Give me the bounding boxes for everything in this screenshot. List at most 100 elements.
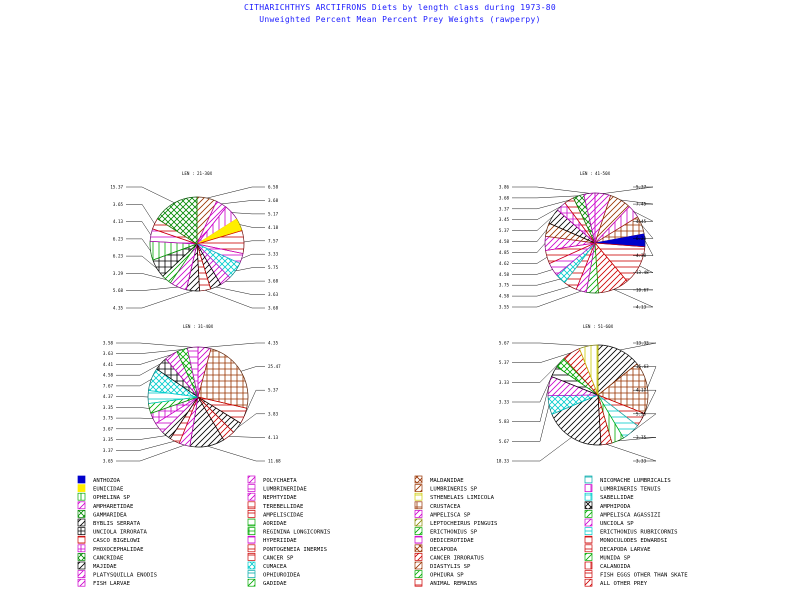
leader-line [512, 269, 553, 275]
leader-line [116, 349, 183, 354]
pie-chart-1: LEN : 21-30X 6.58 3.68 5.17 4.18 7.57 3.33 5.75… [110, 171, 278, 311]
legend-swatch [584, 510, 593, 518]
leader-line [243, 240, 265, 243]
leader-line [240, 366, 265, 372]
legend-label: LEPTOCHEIRUS PINGUIS [430, 521, 497, 527]
legend-label: ERICTHONIUS RUBRICORNIS [600, 530, 677, 536]
legend-swatch [247, 527, 256, 535]
data-label: 3.68 [268, 306, 279, 311]
data-label: 13.48 [636, 270, 649, 275]
data-label: 5.68 [113, 288, 124, 293]
leader-line [116, 427, 159, 430]
legend-swatch [414, 527, 423, 535]
legend-swatch [584, 492, 593, 501]
data-label: 25.47 [268, 364, 281, 369]
legend-label: SABELLIDAE [600, 495, 634, 501]
legend-swatch [77, 570, 86, 578]
data-label: 6.23 [636, 236, 647, 241]
legend-entry: ANIMAL REMAINS [414, 578, 477, 587]
data-label: 3.33 [268, 252, 279, 257]
leader-line [512, 405, 550, 442]
data-label: 4.13 [636, 305, 647, 310]
legend-entry: AMPELISCIDAE [247, 510, 304, 518]
leader-line [512, 385, 550, 422]
legend-swatch [414, 510, 423, 518]
legend-entry: PONTOGENEIA INERMIS [247, 544, 327, 553]
leader-line [241, 253, 265, 259]
leader-line [613, 289, 654, 308]
leader-line [620, 199, 654, 205]
legend-swatch [77, 578, 86, 587]
legend-label: FISH LARVAE [93, 581, 131, 587]
pie-chart-2: LEN : 41-50X 5.37 7.45 4.45 6.23 4.38 13.48 10.… [499, 171, 654, 310]
leader-line [617, 437, 657, 442]
data-label: 4.38 [636, 253, 647, 258]
legend-swatch [77, 475, 86, 484]
legend-label: NICOMACHE LUMBRICALIS [600, 478, 671, 484]
legend-swatch [247, 578, 256, 587]
data-label: 6.23 [113, 236, 124, 241]
data-label: 3.75 [499, 283, 510, 288]
data-label: 3.45 [499, 217, 510, 222]
data-label: 3.75 [103, 416, 114, 421]
leader-line [512, 371, 555, 403]
legend-entry: OPHIURA SP [414, 570, 464, 579]
legend-label: OPHIURA SP [430, 573, 464, 579]
leader-line [116, 440, 175, 451]
chart-subtitle: Unweighted Percent Mean Percent Prey Wei… [259, 15, 541, 24]
chart-title: CITHARICHTHYS ARCTIFRONS Diets by length… [243, 3, 557, 12]
leader-line [116, 417, 153, 419]
leader-line [206, 186, 265, 199]
legend-swatch [77, 484, 86, 492]
legend-label: ERICTHONIUS SP [430, 530, 478, 536]
pie-chart-3: LEN : 31-40X 4.35 25.47 5.37 3.83 4.13 11.68 3.… [103, 324, 281, 464]
leader-line [512, 243, 546, 253]
data-label: 4.35 [113, 306, 124, 311]
legend-label: NEPHTYIDAE [263, 495, 297, 501]
leader-line [633, 224, 654, 239]
legend-entry: ERICTHONIUS SP [414, 527, 478, 536]
data-label: 4.18 [268, 225, 279, 230]
data-label: 3.86 [499, 185, 510, 190]
legend-entry: HYPERIIDAE [247, 535, 297, 544]
pie-title: LEN : 21-30X [182, 171, 213, 176]
legend-label: PHOXOCEPHALIDAE [93, 547, 144, 553]
data-label: 3.75 [636, 435, 647, 440]
legend-entry: UNCIOLA SP [584, 518, 634, 527]
legend-label: LUMBRINERIDAE [263, 487, 307, 493]
legend-entry: GAMMARIDEA [77, 510, 127, 518]
leader-line [512, 257, 548, 264]
leader-line [512, 352, 572, 363]
legend-swatch [77, 492, 86, 501]
data-label: 4.13 [268, 435, 279, 440]
legend-swatch [247, 553, 256, 561]
leader-line [235, 267, 265, 272]
leader-line [633, 366, 657, 388]
legend-label: OEDICEROTIDAE [430, 538, 474, 544]
data-label: 3.67 [103, 426, 114, 431]
legend-entry: AMPELISCA SP [414, 510, 471, 518]
leader-line [204, 342, 265, 348]
legend-entry: AMPELISCA AGASSIZI [584, 510, 661, 518]
legend-label: FISH EGGS OTHER THAN SKATE [600, 573, 688, 579]
data-label: 5.37 [499, 228, 510, 233]
legend-entry: MALDANIDAE [414, 475, 464, 484]
data-label: 5.67 [499, 439, 510, 444]
legend-entry: CRUSTACEA [414, 501, 461, 510]
leader-line [116, 354, 172, 365]
legend-swatch [584, 570, 593, 578]
legend-label: AMPELISCIDAE [263, 512, 304, 518]
legend-swatch [414, 475, 423, 484]
legend-label: CANCRIDAE [93, 555, 124, 561]
pie-title: LEN : 31-40X [183, 324, 214, 329]
legend-swatch [77, 501, 86, 510]
legend-entry: BYBLIS SERRATA [77, 518, 141, 527]
leader-line [126, 221, 152, 236]
legend-swatch [77, 553, 86, 561]
leader-line [126, 286, 179, 291]
legend-swatch [414, 501, 423, 510]
legend-label: MONOCULODES EDWARDSI [600, 538, 667, 544]
legend-swatch [584, 518, 593, 527]
legend-entry: CUMACEA [247, 561, 287, 570]
legend-entry: MUNIDA SP [584, 553, 631, 561]
